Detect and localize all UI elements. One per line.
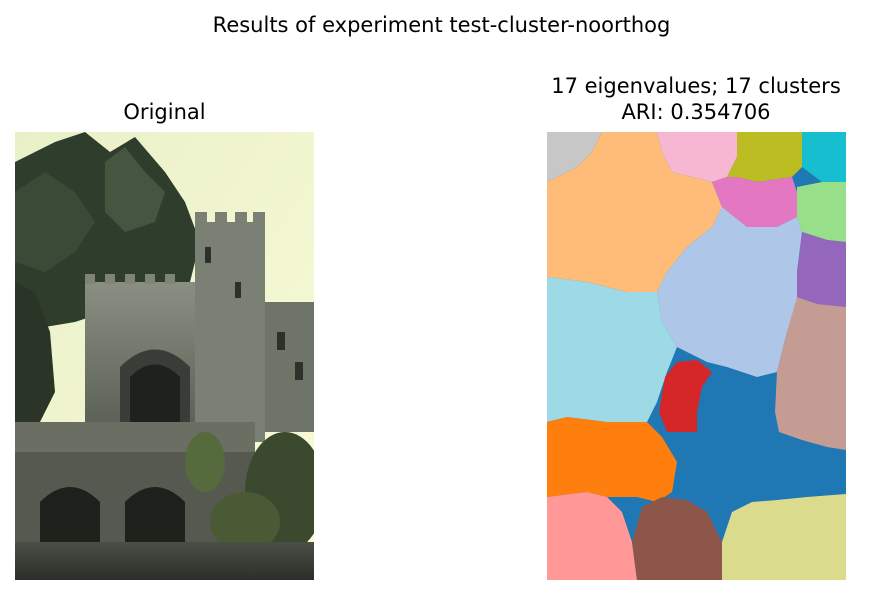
water [15, 542, 314, 580]
cluster-region [722, 494, 846, 580]
cluster-region [712, 177, 797, 227]
cluster-region [547, 417, 677, 502]
segmentation-map [547, 132, 846, 580]
cluster-region [775, 297, 846, 450]
cluster-region [632, 497, 722, 580]
castle-photo [15, 132, 314, 580]
cluster-region [547, 132, 602, 182]
cluster-region [547, 132, 722, 292]
cluster-region [547, 277, 677, 422]
castle-walls [85, 212, 314, 442]
cluster-region [797, 232, 846, 307]
cluster-segmentation-panel [547, 132, 846, 580]
figure-suptitle: Results of experiment test-cluster-noort… [212, 13, 671, 37]
original-image-title: Original [123, 100, 206, 124]
cluster-region [802, 132, 846, 182]
cluster-region [657, 207, 802, 377]
bushes [185, 432, 314, 552]
clustering-title-line2: ARI: 0.354706 [621, 100, 771, 124]
cluster-region [727, 132, 802, 182]
cluster-region [657, 132, 737, 182]
original-image-panel [15, 132, 314, 580]
cluster-region [659, 360, 712, 432]
clustering-result-title: 17 eigenvalues; 17 clusters ARI: 0.35470… [496, 73, 883, 125]
cluster-region [797, 182, 846, 242]
cluster-region [547, 492, 637, 580]
clustering-title-line1: 17 eigenvalues; 17 clusters [551, 74, 841, 98]
